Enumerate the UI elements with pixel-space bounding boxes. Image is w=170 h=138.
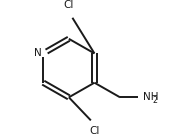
Text: Cl: Cl	[64, 0, 74, 10]
Text: NH: NH	[143, 92, 159, 102]
Text: Cl: Cl	[89, 126, 100, 136]
Text: N: N	[34, 48, 41, 58]
Text: 2: 2	[152, 96, 157, 105]
